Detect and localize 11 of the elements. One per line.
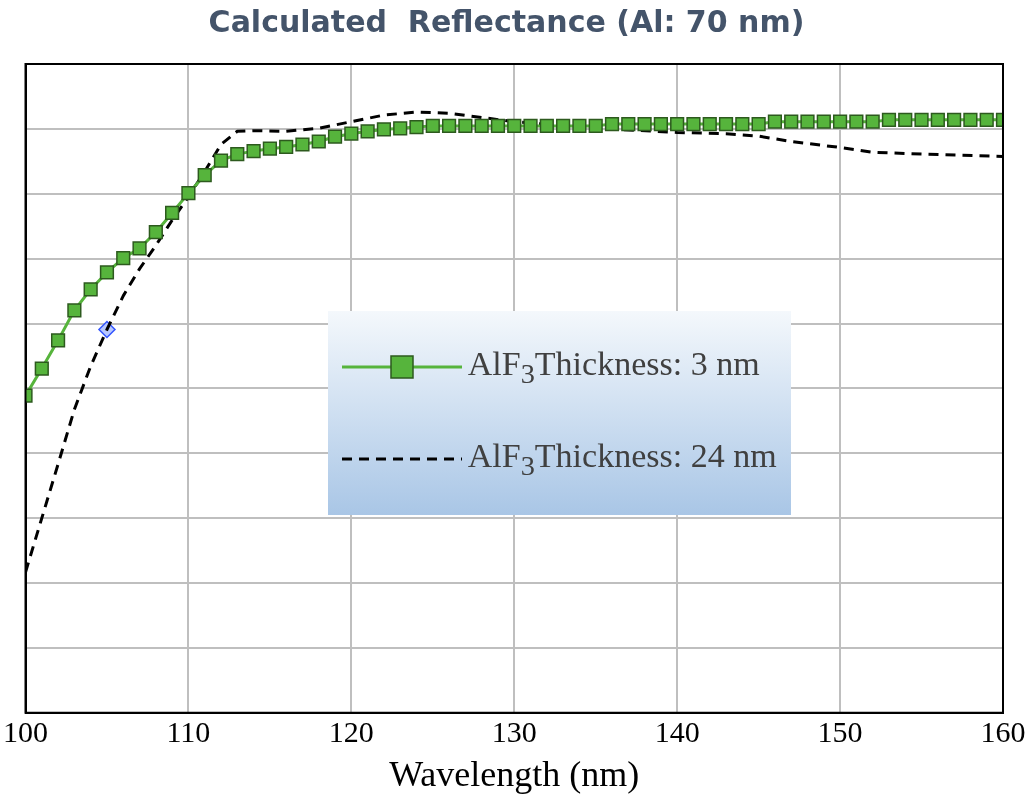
x-tick-label: 110 [166,714,211,748]
x-axis-title: Wavelength (nm) [389,753,640,794]
x-tick-label: 150 [817,714,863,748]
x-tick-label: 140 [654,714,700,748]
x-tick-label: 100 [3,714,48,748]
chart-title: Calculated Reflectance (Al: 70 nm) [208,3,805,39]
legend-label: AlF$_{3}$Thickness: 3 nm [467,344,760,390]
x-tick-label: 160 [980,714,1026,748]
x-tick-label: 120 [328,714,374,748]
legend-label: AlF$_{3}$Thickness: 24 nm [467,436,777,482]
x-tick-label: 130 [491,714,537,748]
